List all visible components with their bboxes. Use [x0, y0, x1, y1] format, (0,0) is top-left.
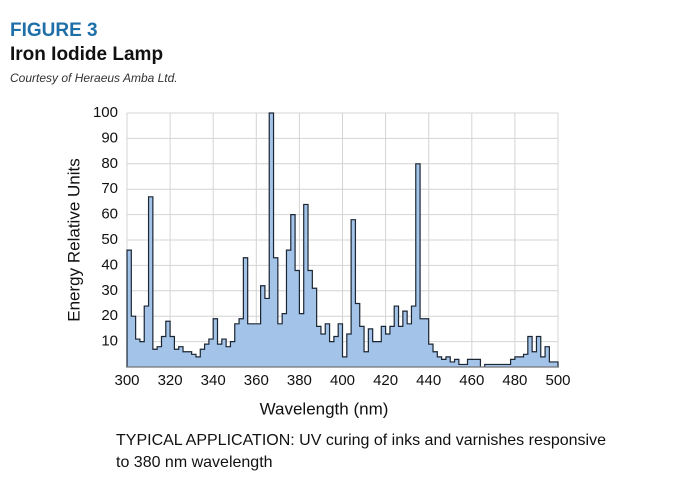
chart-subtitle: Courtesy of Heraeus Amba Ltd.	[10, 71, 178, 85]
y-tick-label: 90	[101, 129, 118, 146]
spectrum-area	[126, 112, 559, 368]
x-tick-label: 500	[545, 372, 570, 389]
caption-line: TYPICAL APPLICATION: UV curing of inks a…	[116, 432, 606, 449]
x-tick-label: 480	[502, 372, 527, 389]
y-tick-label: 60	[101, 206, 118, 223]
x-tick-label: 420	[373, 372, 398, 389]
x-axis-label: Wavelength (nm)	[260, 399, 389, 418]
x-tick-label: 380	[287, 372, 312, 389]
y-tick-label: 20	[101, 307, 118, 324]
x-tick-label: 360	[244, 372, 269, 389]
x-tick-label: 320	[158, 372, 183, 389]
y-tick-label: 30	[101, 282, 118, 299]
x-tick-label: 400	[330, 372, 355, 389]
y-axis-label: Energy Relative Units	[64, 158, 83, 321]
chart-title: Iron Iodide Lamp	[10, 44, 164, 65]
x-tick-label: 300	[114, 372, 139, 389]
x-tick-label: 460	[459, 372, 484, 389]
y-tick-label: 100	[93, 104, 118, 121]
y-tick-label: 40	[101, 256, 118, 273]
y-tick-label: 10	[101, 333, 118, 350]
figure-label: FIGURE 3	[10, 20, 98, 41]
x-tick-label: 440	[416, 372, 441, 389]
y-tick-label: 50	[101, 231, 118, 248]
caption-line: to 380 nm wavelength	[116, 454, 273, 471]
y-tick-label: 80	[101, 155, 118, 172]
y-tick-label: 70	[101, 180, 118, 197]
x-tick-label: 340	[201, 372, 226, 389]
